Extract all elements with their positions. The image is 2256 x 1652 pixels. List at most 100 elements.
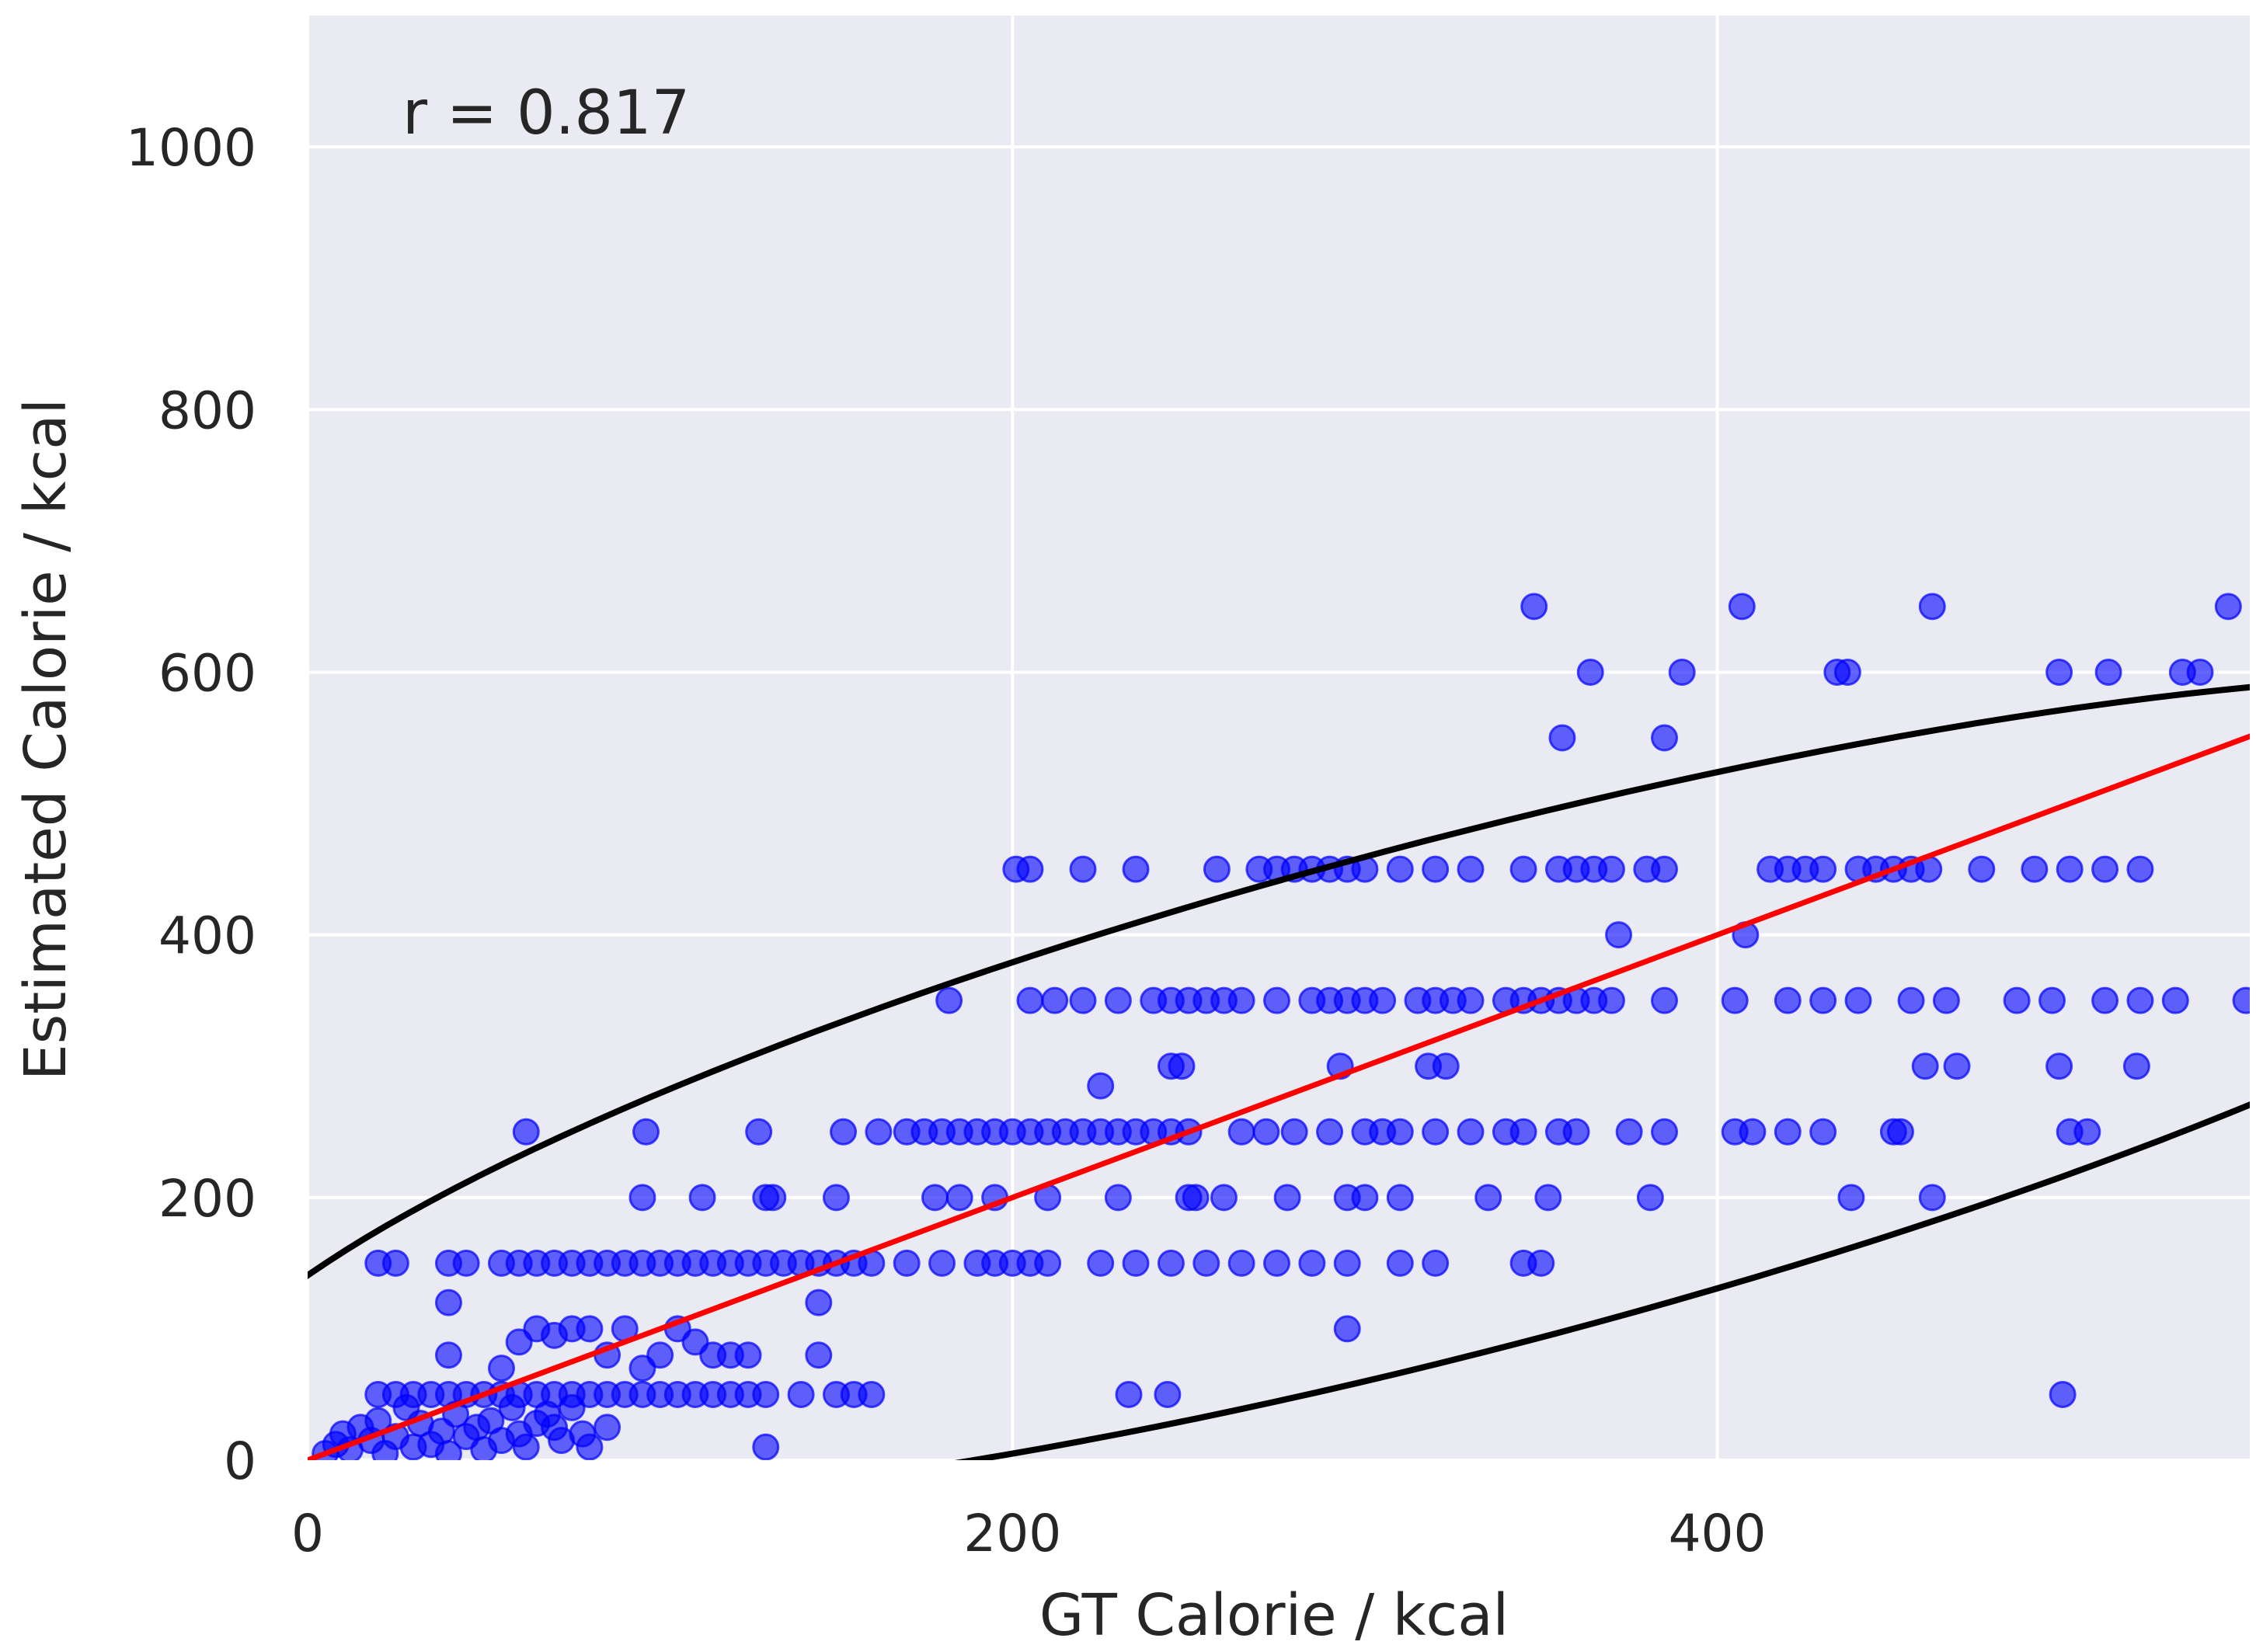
data-point: [1615, 1118, 1643, 1146]
data-point: [1034, 1249, 1062, 1277]
overlays: [308, 683, 2250, 1460]
data-point: [1597, 855, 1625, 883]
data-point: [594, 1414, 621, 1442]
data-point: [1886, 1118, 1914, 1146]
data-point: [1774, 1118, 1802, 1146]
data-point: [2056, 855, 2084, 883]
data-point: [2091, 855, 2119, 883]
data-point: [2161, 986, 2189, 1014]
data-point: [752, 1433, 780, 1460]
x-axis-label: GT Calorie / kcal: [1039, 1582, 1509, 1649]
data-point: [1527, 1249, 1555, 1277]
data-point: [1252, 1118, 1280, 1146]
data-point: [2038, 986, 2066, 1014]
data-point: [434, 1440, 462, 1460]
data-point: [1087, 1249, 1115, 1277]
data-point: [1651, 986, 1679, 1014]
data-point: [830, 1118, 858, 1146]
data-point: [2049, 1380, 2077, 1408]
data-point: [1069, 986, 1097, 1014]
data-point: [1605, 921, 1633, 949]
data-point: [1104, 986, 1132, 1014]
data-point: [1422, 855, 1450, 883]
data-point: [1263, 986, 1291, 1014]
identity-line: [308, 733, 2250, 1460]
data-point: [1386, 1118, 1414, 1146]
data-point: [921, 1184, 949, 1212]
data-point: [1968, 855, 1996, 883]
data-point: [1562, 1118, 1590, 1146]
data-point: [1227, 1249, 1255, 1277]
plot-area: [308, 16, 2250, 1460]
data-point: [1069, 855, 1097, 883]
data-point: [512, 1118, 540, 1146]
data-point: [1386, 1184, 1414, 1212]
data-point: [452, 1249, 480, 1277]
data-point: [1651, 1118, 1679, 1146]
data-point: [1833, 658, 1861, 686]
x-tick-label: 200: [963, 1504, 1061, 1563]
data-point: [2091, 986, 2119, 1014]
data-point: [1474, 1184, 1502, 1212]
data-point: [2232, 986, 2250, 1014]
data-point: [488, 1355, 516, 1382]
data-point: [1154, 1380, 1182, 1408]
data-point: [1422, 1118, 1450, 1146]
data-point: [752, 1380, 780, 1408]
data-point: [1651, 724, 1679, 752]
data-point: [2045, 658, 2073, 686]
data-point: [2094, 658, 2122, 686]
data-points: [312, 593, 2250, 1460]
x-tick-label: 0: [291, 1504, 324, 1563]
data-point: [576, 1433, 604, 1460]
data-point: [1918, 1184, 1946, 1212]
data-point: [1534, 1184, 1562, 1212]
data-point: [1943, 1052, 1971, 1080]
data-point: [1809, 986, 1837, 1014]
data-point: [1457, 1118, 1485, 1146]
data-point: [2122, 1052, 2150, 1080]
data-point: [1263, 1249, 1291, 1277]
y-axis-label: Estimated Calorie / kcal: [12, 398, 79, 1080]
data-point: [2214, 593, 2242, 621]
plot-content: [308, 593, 2250, 1460]
data-point: [945, 1184, 973, 1212]
data-point: [1739, 1118, 1767, 1146]
data-point: [759, 1184, 787, 1212]
data-point: [1115, 1380, 1143, 1408]
data-point: [1016, 986, 1044, 1014]
data-point: [434, 1341, 462, 1369]
data-point: [1457, 855, 1485, 883]
data-point: [434, 1289, 462, 1316]
data-point: [2021, 855, 2049, 883]
data-point: [632, 1118, 660, 1146]
data-point: [1918, 593, 1946, 621]
data-point: [1333, 1249, 1361, 1277]
data-point: [805, 1341, 833, 1369]
data-point: [1809, 855, 1837, 883]
y-tick-label: 800: [158, 381, 256, 440]
data-point: [512, 1433, 540, 1460]
data-point: [1548, 724, 1576, 752]
data-point: [1273, 1184, 1301, 1212]
data-point: [1157, 1249, 1185, 1277]
data-point: [1809, 1118, 1837, 1146]
data-point: [1897, 986, 1925, 1014]
data-point: [1386, 855, 1414, 883]
data-point: [1192, 1249, 1220, 1277]
data-point: [822, 1184, 850, 1212]
data-point: [1422, 1249, 1450, 1277]
data-point: [2126, 855, 2154, 883]
data-point: [1774, 986, 1802, 1014]
data-point: [1087, 1072, 1115, 1100]
data-point: [381, 1249, 409, 1277]
data-point: [2073, 1118, 2101, 1146]
y-tick-labels: 0 200 400 600 800 1000: [126, 118, 256, 1491]
data-point: [1721, 986, 1749, 1014]
data-point: [1457, 986, 1485, 1014]
data-point: [893, 1249, 921, 1277]
data-point: [576, 1315, 604, 1343]
data-point: [1728, 593, 1756, 621]
